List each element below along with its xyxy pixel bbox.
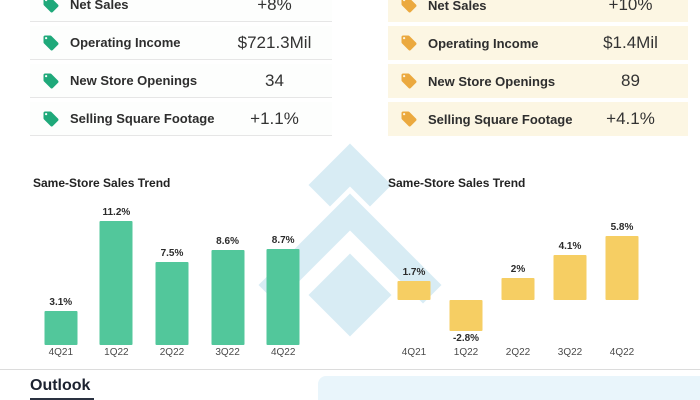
metric-label: Operating Income xyxy=(70,35,181,50)
bar xyxy=(155,262,189,345)
metric-label: Selling Square Footage xyxy=(70,111,215,126)
chart-title-left: Same-Store Sales Trend xyxy=(33,176,171,190)
tag-icon xyxy=(401,111,417,127)
metric-value: +1.1% xyxy=(250,108,299,128)
category-axis-right: 4Q21 1Q22 2Q22 3Q22 4Q22 xyxy=(388,347,648,358)
metric-row: Net Sales +10% xyxy=(388,0,688,22)
metric-row: New Store Openings 89 xyxy=(388,64,688,98)
bar-value-label: 4.1% xyxy=(558,240,582,252)
category-label: 1Q22 xyxy=(104,347,129,358)
metric-value: +4.1% xyxy=(606,109,655,128)
metric-row: Operating Income $721.3Mil xyxy=(30,26,332,60)
bar-slot: 5.8% xyxy=(596,195,648,345)
bar xyxy=(99,221,133,345)
category-label: 4Q22 xyxy=(270,347,296,358)
metric-value: 89 xyxy=(621,71,640,90)
bar-slot: 4.1% xyxy=(544,195,596,345)
metric-value: $1.4Mil xyxy=(603,33,658,52)
metric-label: Net Sales xyxy=(428,0,487,13)
bar-slot: 8.7% xyxy=(255,195,311,345)
bar-slot: 8.6% xyxy=(200,195,256,345)
bar-value-label: 5.8% xyxy=(610,221,634,233)
metrics-table-left: Net Sales +8% Operating Income $721.3Mil… xyxy=(30,0,332,140)
metrics-table-right: Net Sales +10% Operating Income $1.4Mil … xyxy=(388,0,688,140)
metric-value: +8% xyxy=(257,0,292,14)
bar xyxy=(605,235,639,300)
bar xyxy=(449,299,483,331)
metric-label: New Store Openings xyxy=(428,73,556,89)
category-label: 1Q22 xyxy=(453,347,479,358)
bar-value-label: 1.7% xyxy=(402,267,426,279)
bar-value-label: 11.2% xyxy=(102,207,131,219)
metric-row: Selling Square Footage +4.1% xyxy=(388,102,688,136)
bar-value-label: 3.1% xyxy=(49,296,73,308)
tag-icon xyxy=(401,73,417,89)
category-axis-left: 4Q21 1Q22 2Q22 3Q22 4Q22 xyxy=(33,347,311,358)
bar-value-label: -2.8% xyxy=(452,332,480,344)
tag-icon xyxy=(43,35,59,50)
outlook-heading: Outlook xyxy=(30,377,95,400)
bar-slot: -2.8% xyxy=(440,195,492,345)
metric-label: Net Sales xyxy=(70,0,129,12)
same-store-sales-chart-left: 3.1% 11.2% 7.5% 8.6% 8.7% xyxy=(33,195,311,345)
section-divider xyxy=(0,369,700,370)
category-label: 4Q21 xyxy=(401,347,427,358)
metric-row: Selling Square Footage +1.1% xyxy=(30,102,332,136)
bar xyxy=(44,310,78,345)
category-label: 2Q22 xyxy=(505,347,531,358)
metric-value: $721.3Mil xyxy=(237,32,312,52)
bar-value-label: 8.6% xyxy=(216,236,239,248)
bar xyxy=(397,281,431,300)
outlook-panel xyxy=(318,376,700,400)
bar-value-label: 2% xyxy=(510,263,526,275)
chart-title-right: Same-Store Sales Trend xyxy=(388,176,526,190)
metric-row: Net Sales +8% xyxy=(30,0,332,22)
category-label: 3Q22 xyxy=(557,347,583,358)
bar-slot: 1.7% xyxy=(388,195,440,345)
category-label: 4Q22 xyxy=(609,347,635,358)
tag-icon xyxy=(401,0,417,13)
metric-row: Operating Income $1.4Mil xyxy=(388,26,688,60)
bar xyxy=(266,249,300,345)
metric-value: 34 xyxy=(265,70,284,90)
tag-icon xyxy=(43,73,59,88)
metric-row: New Store Openings 34 xyxy=(30,64,332,98)
bar xyxy=(501,277,535,300)
metric-label: New Store Openings xyxy=(70,73,198,88)
bar-value-label: 8.7% xyxy=(271,235,295,247)
bar-slot: 11.2% xyxy=(89,195,145,345)
tag-icon xyxy=(43,0,59,12)
tag-icon xyxy=(401,35,417,51)
category-label: 4Q21 xyxy=(48,347,74,358)
bar-slot: 2% xyxy=(492,195,544,345)
metric-label: Selling Square Footage xyxy=(428,111,573,127)
bar-slot: 3.1% xyxy=(33,195,89,345)
metric-value: +10% xyxy=(608,0,653,14)
category-label: 2Q22 xyxy=(159,347,185,358)
same-store-sales-chart-right: 1.7% -2.8% 2% 4.1% 5.8% xyxy=(388,195,648,345)
metric-label: Operating Income xyxy=(428,35,539,51)
category-label: 3Q22 xyxy=(215,347,240,358)
bar xyxy=(553,254,587,300)
bar xyxy=(211,250,245,345)
tag-icon xyxy=(43,111,59,126)
bar-value-label: 7.5% xyxy=(160,248,184,260)
bar-slot: 7.5% xyxy=(144,195,200,345)
